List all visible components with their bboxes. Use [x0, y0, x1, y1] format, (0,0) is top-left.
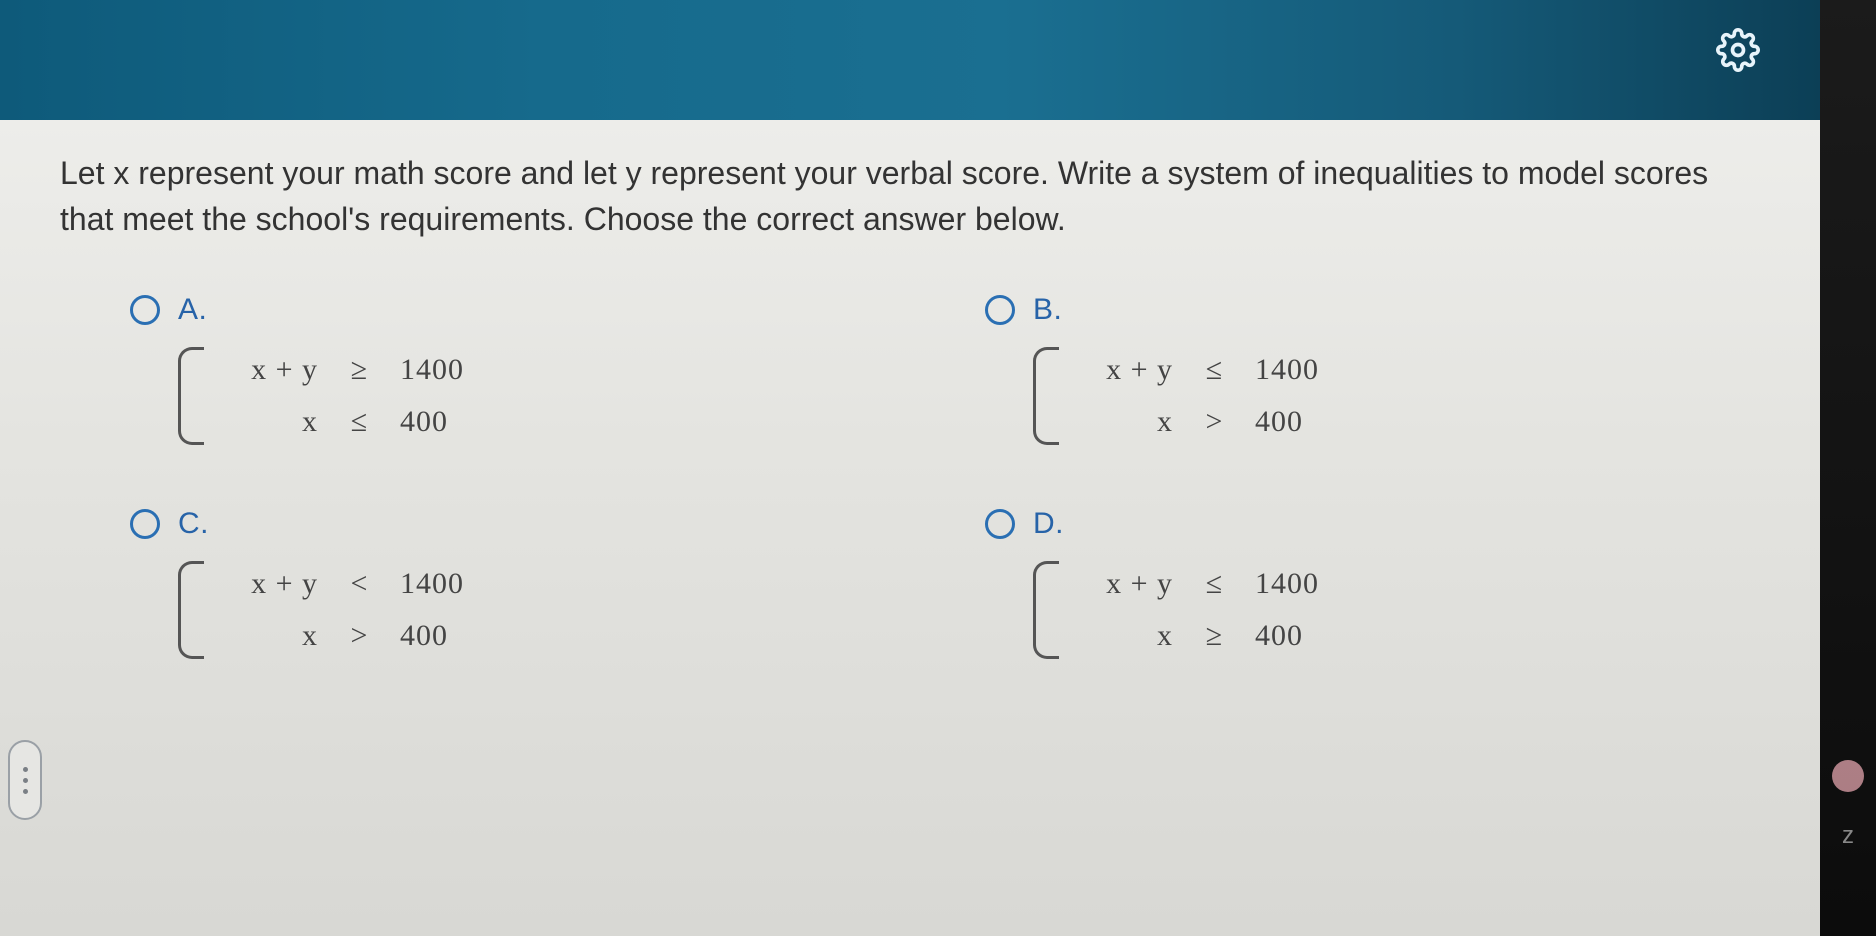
radio-D[interactable]: [985, 509, 1015, 539]
choice-D[interactable]: D. x + y ≤ 1400 x ≥ 400: [985, 507, 1560, 661]
choice-A[interactable]: A. x + y ≥ 1400 x ≤ 400: [130, 293, 705, 447]
lhs: x + y: [1073, 567, 1173, 601]
system-A: x + y ≥ 1400 x ≤ 400: [178, 345, 705, 447]
lhs: x + y: [218, 353, 318, 387]
inequality-row: x > 400: [1073, 405, 1345, 439]
lhs: x: [218, 619, 318, 653]
rhs: 400: [1255, 619, 1345, 653]
operator: ≤: [1199, 567, 1229, 601]
main-area: Let x represent your math score and let …: [0, 0, 1820, 936]
inequality-row: x + y ≤ 1400: [1073, 353, 1345, 387]
radio-C[interactable]: [130, 509, 160, 539]
question-text: Let x represent your math score and let …: [60, 150, 1740, 243]
choice-label-A: A.: [178, 293, 207, 327]
operator: <: [344, 567, 374, 601]
operator: ≥: [344, 353, 374, 387]
rhs: 1400: [1255, 567, 1345, 601]
gear-icon: [1716, 28, 1760, 72]
inequality-row: x + y ≥ 1400: [218, 353, 490, 387]
lhs: x: [1073, 405, 1173, 439]
brace-icon: [178, 347, 204, 445]
system-C: x + y < 1400 x > 400: [178, 559, 705, 661]
inequality-row: x ≥ 400: [1073, 619, 1345, 653]
radio-B[interactable]: [985, 295, 1015, 325]
choice-C[interactable]: C. x + y < 1400 x > 400: [130, 507, 705, 661]
rhs: 400: [400, 405, 490, 439]
operator: >: [1199, 405, 1229, 439]
rhs: 1400: [1255, 353, 1345, 387]
choice-label-C: C.: [178, 507, 209, 541]
lhs: x + y: [1073, 353, 1173, 387]
operator: ≤: [344, 405, 374, 439]
brace-icon: [1033, 561, 1059, 659]
operator: ≥: [1199, 619, 1229, 653]
lhs: x: [218, 405, 318, 439]
system-D: x + y ≤ 1400 x ≥ 400: [1033, 559, 1560, 661]
radio-A[interactable]: [130, 295, 160, 325]
answer-choices: A. x + y ≥ 1400 x ≤ 400: [60, 293, 1560, 661]
lhs: x + y: [218, 567, 318, 601]
rail-indicator-icon: [1832, 760, 1864, 792]
choice-label-B: B.: [1033, 293, 1062, 327]
lhs: x: [1073, 619, 1173, 653]
rhs: 1400: [400, 353, 490, 387]
choice-label-D: D.: [1033, 507, 1064, 541]
operator: >: [344, 619, 374, 653]
system-B: x + y ≤ 1400 x > 400: [1033, 345, 1560, 447]
brace-icon: [1033, 347, 1059, 445]
rail-letter: z: [1842, 822, 1854, 850]
inequality-row: x + y ≤ 1400: [1073, 567, 1345, 601]
inequality-row: x > 400: [218, 619, 490, 653]
rhs: 400: [1255, 405, 1345, 439]
choice-B[interactable]: B. x + y ≤ 1400 x > 400: [985, 293, 1560, 447]
question-panel: Let x represent your math score and let …: [0, 120, 1820, 936]
inequality-row: x + y < 1400: [218, 567, 490, 601]
inequality-row: x ≤ 400: [218, 405, 490, 439]
header-band: [0, 0, 1820, 120]
brace-icon: [178, 561, 204, 659]
right-edge-rail: z: [1820, 0, 1876, 936]
settings-button[interactable]: [1716, 28, 1760, 77]
rhs: 1400: [400, 567, 490, 601]
collapse-handle[interactable]: [8, 740, 42, 820]
rhs: 400: [400, 619, 490, 653]
operator: ≤: [1199, 353, 1229, 387]
